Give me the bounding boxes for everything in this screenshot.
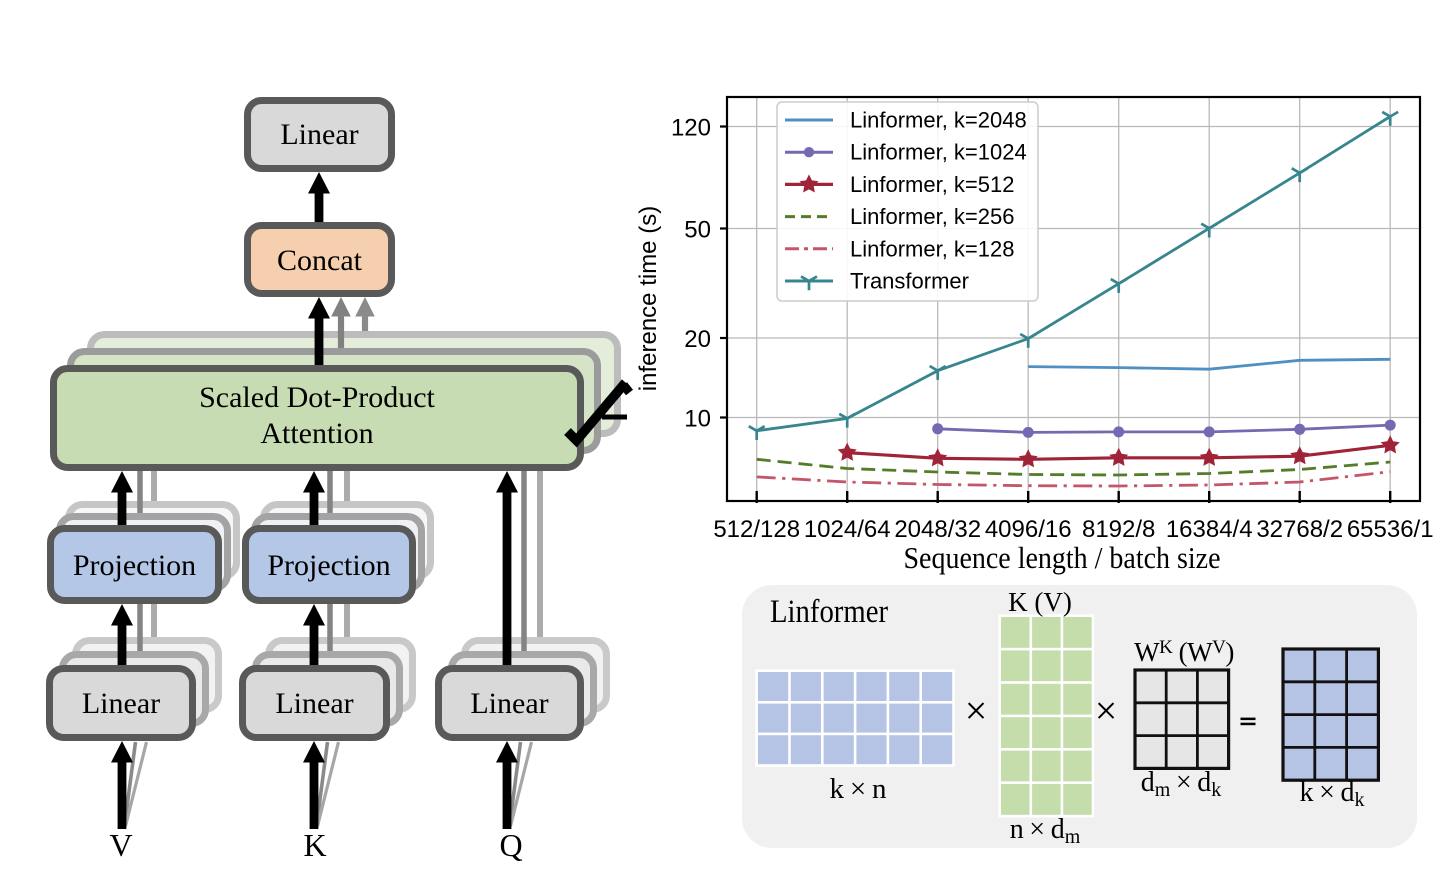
svg-text:Linear: Linear (82, 687, 160, 720)
svg-text:Transformer: Transformer (850, 269, 969, 294)
svg-text:10: 10 (684, 406, 711, 433)
svg-text:512/128: 512/128 (713, 516, 800, 543)
svg-text:32768/2: 32768/2 (1256, 516, 1343, 543)
svg-text:Scaled Dot-Product: Scaled Dot-Product (199, 381, 435, 414)
svg-text:inference time (s): inference time (s) (635, 206, 662, 391)
svg-text:Linformer, k=256: Linformer, k=256 (850, 204, 1014, 229)
svg-text:Projection: Projection (73, 549, 196, 582)
svg-text:50: 50 (684, 217, 711, 244)
svg-text:Linformer, k=1024: Linformer, k=1024 (850, 140, 1027, 165)
svg-text:Sequence length / batch size: Sequence length / batch size (904, 540, 1221, 575)
svg-text:1024/64: 1024/64 (804, 516, 891, 543)
svg-text:Attention: Attention (260, 417, 373, 450)
svg-text:Linear: Linear (275, 687, 353, 720)
svg-text:Linformer, k=2048: Linformer, k=2048 (850, 108, 1027, 133)
svg-text:4096/16: 4096/16 (985, 516, 1072, 543)
svg-text:8192/8: 8192/8 (1082, 516, 1155, 543)
svg-text:V: V (109, 827, 132, 863)
svg-text:Linear: Linear (470, 687, 548, 720)
svg-text:Linear: Linear (280, 118, 358, 151)
svg-text:65536/1: 65536/1 (1347, 516, 1434, 543)
svg-text:Linformer: Linformer (770, 594, 888, 630)
svg-text:K (V): K (V) (1008, 587, 1072, 617)
svg-text:×: × (965, 688, 988, 733)
svg-text:120: 120 (671, 115, 711, 142)
svg-text:dm × dk: dm × dk (1141, 767, 1222, 801)
svg-text:16384/4: 16384/4 (1166, 516, 1253, 543)
svg-text:2048/32: 2048/32 (894, 516, 981, 543)
svg-text:k × dk: k × dk (1299, 777, 1364, 811)
svg-text:k × n: k × n (830, 773, 887, 805)
svg-text:×: × (1095, 688, 1118, 733)
svg-text:Linformer, k=128: Linformer, k=128 (850, 236, 1014, 261)
svg-text:Linformer, k=512: Linformer, k=512 (850, 172, 1014, 197)
svg-text:n × dm: n × dm (1010, 814, 1081, 848)
svg-text:K: K (303, 827, 326, 863)
svg-text:Q: Q (499, 827, 522, 863)
svg-text:Projection: Projection (267, 549, 390, 582)
svg-text:20: 20 (684, 326, 711, 353)
svg-text:Concat: Concat (277, 244, 363, 277)
